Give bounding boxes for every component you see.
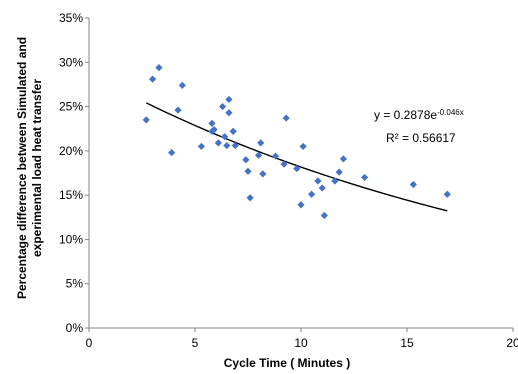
data-point — [320, 211, 328, 220]
x-tick-label: 10 — [294, 336, 308, 350]
data-point — [293, 164, 301, 173]
data-point — [259, 170, 267, 178]
data-point — [255, 151, 263, 159]
y-tick-label: 15% — [59, 188, 83, 202]
data-point — [231, 141, 239, 150]
data-point — [178, 81, 186, 89]
y-axis-title-line-1: Percentage difference between Simulated … — [15, 37, 29, 299]
y-tick-label: 35% — [59, 11, 83, 25]
data-point — [155, 64, 163, 72]
data-point — [174, 106, 182, 114]
x-axis-ticks: 0 5 10 15 20 — [86, 328, 518, 350]
data-point — [271, 152, 280, 160]
data-point — [229, 127, 237, 135]
data-point — [244, 167, 252, 175]
data-point — [208, 119, 216, 127]
x-axis-title: Cycle Time ( Minutes ) — [224, 356, 350, 370]
x-tick-label: 0 — [86, 336, 93, 350]
data-point — [257, 139, 265, 147]
data-point — [210, 126, 218, 134]
data-points — [142, 64, 451, 220]
y-axis-title: Percentage difference between Simulated … — [15, 37, 44, 299]
data-point — [149, 75, 157, 83]
x-tick-label: 20 — [506, 336, 518, 350]
data-point — [331, 177, 339, 185]
data-point — [299, 142, 307, 151]
data-point — [225, 109, 233, 117]
data-point — [297, 201, 305, 209]
data-point — [221, 133, 229, 141]
y-axis-title-line-2: experimental load heat transfer — [30, 79, 44, 257]
data-point — [282, 114, 290, 122]
trendline-equation: y = 0.2878e-0.046x — [374, 108, 464, 122]
data-point — [443, 190, 451, 198]
data-point — [335, 168, 343, 176]
data-point — [280, 160, 288, 168]
data-point — [361, 173, 369, 182]
x-tick-label: 15 — [400, 336, 414, 350]
y-tick-label: 10% — [59, 232, 83, 246]
data-point — [409, 180, 417, 189]
data-point — [168, 149, 176, 157]
data-point — [223, 141, 231, 150]
data-point — [218, 102, 227, 111]
data-point — [214, 139, 222, 147]
data-point — [246, 194, 254, 202]
data-point — [314, 177, 322, 185]
y-tick-label: 5% — [66, 277, 84, 291]
data-point — [242, 156, 250, 164]
data-point — [318, 184, 326, 192]
data-point — [308, 190, 316, 198]
y-tick-label: 0% — [66, 321, 84, 335]
y-tick-label: 20% — [59, 144, 83, 158]
y-axis-ticks: 0% 5% 10% 15% 20% 25% 30% 35% — [59, 11, 89, 335]
data-point — [142, 116, 150, 124]
r-squared-label: R² = 0.56617 — [386, 131, 456, 145]
data-point — [225, 95, 233, 104]
data-point — [197, 142, 205, 151]
y-tick-label: 25% — [59, 100, 83, 114]
x-tick-label: 5 — [192, 336, 199, 350]
data-point — [339, 155, 347, 163]
y-tick-label: 30% — [59, 55, 83, 69]
